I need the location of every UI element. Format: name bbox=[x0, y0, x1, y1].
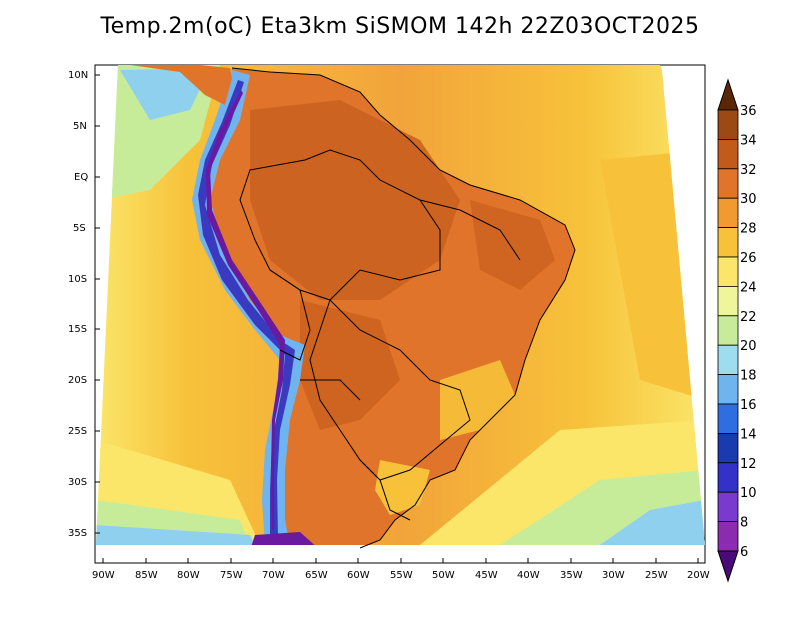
lat-tick-label: 30S bbox=[68, 477, 87, 488]
colorbar-label: 20 bbox=[740, 339, 757, 354]
colorbar-segment bbox=[717, 344, 739, 376]
lon-tick-label: 30W bbox=[602, 570, 625, 581]
lat-tick-label: EQ bbox=[74, 172, 88, 183]
lat-tick-label: 10S bbox=[68, 274, 87, 285]
lat-tick-label: 5S bbox=[73, 223, 86, 234]
colorbar-label: 18 bbox=[740, 369, 757, 384]
colorbar-segment bbox=[717, 432, 739, 464]
lat-tick-label: 25S bbox=[68, 426, 87, 437]
colorbar-segment bbox=[717, 521, 739, 552]
lon-tick-label: 20W bbox=[687, 570, 710, 581]
lon-tick-label: 45W bbox=[475, 570, 498, 581]
lon-axis: 90W 85W 80W 75W 70W 65W 60W 55W 50W 45W … bbox=[92, 570, 710, 581]
colorbar-segment bbox=[717, 138, 739, 170]
colorbar-label: 24 bbox=[740, 280, 757, 295]
lon-tick-label: 55W bbox=[390, 570, 413, 581]
colorbar-segment bbox=[717, 403, 739, 434]
lat-tick-label: 15S bbox=[68, 324, 87, 335]
colorbar-top-arrow bbox=[717, 78, 739, 111]
lon-tick-label: 25W bbox=[645, 570, 668, 581]
colorbar-label: 12 bbox=[740, 457, 757, 472]
map-title: Temp.2m(oC) Eta3km SiSMOM 142h 22Z03OCT2… bbox=[100, 14, 700, 39]
colorbar-label: 32 bbox=[740, 163, 757, 178]
lon-tick-label: 80W bbox=[177, 570, 200, 581]
colorbar-label: 14 bbox=[740, 427, 757, 442]
colorbar-segment bbox=[717, 256, 739, 287]
lon-tick-label: 35W bbox=[560, 570, 583, 581]
colorbar-segment bbox=[717, 168, 739, 199]
lon-tick-marks bbox=[102, 558, 699, 563]
colorbar-label: 34 bbox=[740, 133, 757, 148]
lat-tick-label: 10N bbox=[68, 70, 88, 81]
lon-tick-label: 65W bbox=[305, 570, 328, 581]
lon-tick-label: 85W bbox=[135, 570, 158, 581]
colorbar-segment bbox=[717, 374, 739, 405]
colorbar: 36 34 32 30 28 26 24 22 20 18 16 14 12 10 8 6 bbox=[717, 78, 757, 583]
lon-tick-label: 75W bbox=[220, 570, 243, 581]
lat-tick-label: 20S bbox=[68, 375, 87, 386]
colorbar-segment bbox=[717, 462, 739, 493]
colorbar-label: 30 bbox=[740, 192, 757, 207]
colorbar-label: 6 bbox=[740, 545, 748, 560]
colorbar-segment bbox=[717, 197, 739, 228]
colorbar-segment bbox=[717, 109, 739, 140]
colorbar-bottom-arrow bbox=[717, 550, 739, 583]
colorbar-label: 10 bbox=[740, 486, 757, 501]
lon-tick-label: 50W bbox=[432, 570, 455, 581]
lon-tick-label: 90W bbox=[92, 570, 115, 581]
lon-tick-label: 40W bbox=[517, 570, 540, 581]
colorbar-label: 22 bbox=[740, 310, 757, 325]
lon-tick-label: 70W bbox=[262, 570, 285, 581]
lon-tick-label: 60W bbox=[347, 570, 370, 581]
lat-tick-label: 35S bbox=[68, 528, 87, 539]
lat-tick-marks bbox=[95, 74, 100, 534]
colorbar-segment bbox=[717, 285, 739, 317]
colorbar-label: 16 bbox=[740, 398, 757, 413]
colorbar-label: 28 bbox=[740, 222, 757, 237]
colorbar-label: 36 bbox=[740, 104, 757, 119]
temperature-field bbox=[96, 65, 705, 545]
country-borders bbox=[231, 67, 576, 549]
colorbar-label: 8 bbox=[740, 516, 748, 531]
colorbar-segment bbox=[717, 315, 739, 346]
colorbar-segment bbox=[717, 227, 739, 258]
lat-axis: 10N 5N EQ 5S 10S 15S 20S 25S 30S 35S bbox=[68, 70, 88, 539]
colorbar-label: 26 bbox=[740, 251, 757, 266]
colorbar-segment bbox=[717, 491, 739, 523]
lat-tick-label: 5N bbox=[73, 121, 87, 132]
